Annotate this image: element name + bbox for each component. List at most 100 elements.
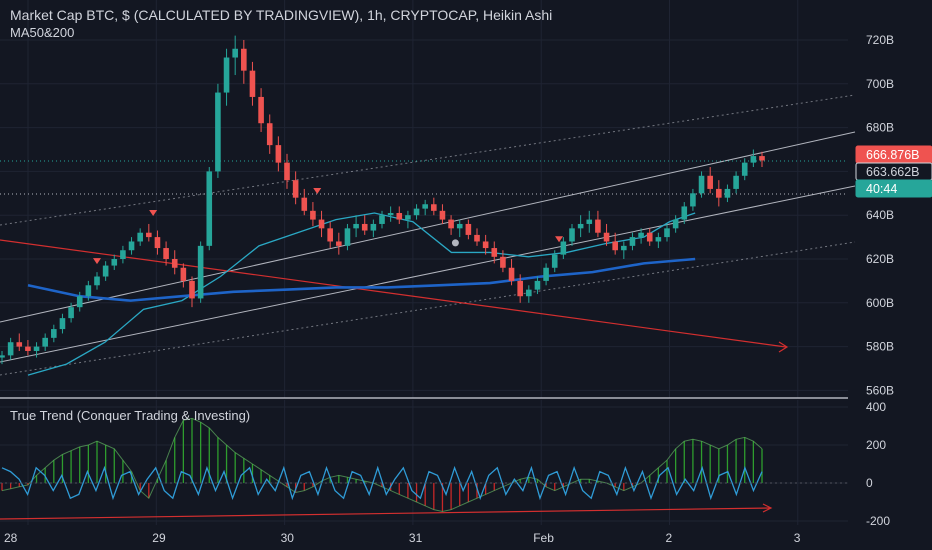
candle-body bbox=[517, 280, 523, 297]
candle-body bbox=[163, 248, 169, 259]
candle-body bbox=[0, 355, 5, 358]
time-tick-label: 31 bbox=[409, 531, 423, 545]
candle-body bbox=[206, 171, 213, 246]
candle-body bbox=[465, 223, 472, 235]
indicator-trendline bbox=[0, 507, 771, 520]
candle-body bbox=[318, 219, 325, 229]
candle-body bbox=[292, 180, 299, 198]
candle-body bbox=[474, 234, 480, 242]
candle-body bbox=[215, 92, 221, 172]
candle-body bbox=[266, 123, 273, 146]
candle-body bbox=[16, 342, 23, 347]
candle-body bbox=[543, 267, 549, 281]
channel-outer-upper bbox=[0, 94, 856, 226]
candle-body bbox=[25, 346, 31, 351]
candle-body bbox=[154, 237, 161, 249]
time-tick-label: Feb bbox=[533, 531, 554, 545]
candle-body bbox=[491, 248, 498, 257]
candle-body bbox=[120, 250, 126, 259]
candle-body bbox=[707, 175, 713, 189]
candle-body bbox=[526, 289, 532, 297]
candle-body bbox=[646, 232, 653, 242]
price-tick-label: 620B bbox=[866, 252, 894, 266]
channel-upper-line bbox=[0, 131, 856, 323]
candle-body bbox=[59, 318, 66, 330]
candle-body bbox=[94, 276, 100, 286]
price-badges: 666.876B 663.662B 40:44 bbox=[855, 145, 932, 198]
candle-body bbox=[560, 241, 567, 255]
trendline-arrow bbox=[778, 341, 789, 353]
candle-body bbox=[733, 175, 739, 189]
candle-body bbox=[595, 219, 601, 233]
sell-marker bbox=[313, 188, 322, 195]
line-ma50 bbox=[27, 212, 696, 376]
candle-body bbox=[336, 241, 342, 246]
indicator-tick-label: 0 bbox=[866, 476, 873, 490]
candle-body bbox=[33, 346, 40, 351]
candle-body bbox=[569, 228, 575, 242]
candle-body bbox=[698, 175, 705, 194]
price-badge-label: 666.876B bbox=[866, 148, 920, 162]
candle-body bbox=[249, 70, 256, 97]
candle-body bbox=[137, 232, 143, 242]
candle-body bbox=[85, 285, 92, 297]
price-badge-label: 40:44 bbox=[866, 182, 897, 196]
line-ma200 bbox=[27, 257, 696, 302]
moving-averages bbox=[27, 212, 696, 376]
price-tick-label: 700B bbox=[866, 77, 894, 91]
candle-body bbox=[7, 342, 14, 356]
candle-body bbox=[396, 213, 403, 220]
indicator-trendline-arrow bbox=[762, 503, 773, 513]
candle-body bbox=[275, 145, 282, 163]
candle-body bbox=[146, 232, 152, 238]
candle-body bbox=[128, 241, 135, 251]
price-tick-label: 640B bbox=[866, 208, 894, 222]
candle-body bbox=[241, 48, 247, 71]
candle-body bbox=[672, 219, 679, 229]
candle-body bbox=[629, 237, 636, 246]
candle-body bbox=[111, 259, 118, 266]
sell-marker bbox=[93, 258, 101, 265]
indicator-tick-label: 400 bbox=[866, 400, 886, 414]
candle-body bbox=[690, 193, 696, 207]
candle-body bbox=[500, 256, 506, 268]
indicator-tick-label: 200 bbox=[866, 438, 886, 452]
candle-body bbox=[344, 228, 351, 246]
candle-body bbox=[223, 57, 230, 93]
candle-body bbox=[577, 223, 584, 229]
candle-body bbox=[664, 228, 670, 238]
price-axis[interactable]: 720B700B680B660B640B620B600B580B560B bbox=[866, 33, 894, 397]
candle-body bbox=[716, 188, 722, 198]
candle-body bbox=[405, 215, 411, 220]
channel-outer-lower bbox=[0, 241, 856, 376]
candle-body bbox=[361, 223, 368, 231]
candle-body bbox=[741, 162, 748, 176]
candle-body bbox=[232, 48, 238, 58]
candles-layer bbox=[0, 35, 765, 365]
candle-body bbox=[413, 208, 420, 216]
ma-legend: MA50&200 bbox=[10, 25, 75, 40]
downtrend-line bbox=[0, 239, 787, 348]
candle-body bbox=[370, 223, 377, 231]
candle-body bbox=[387, 213, 394, 216]
oscillator-line bbox=[1, 465, 763, 501]
candle-body bbox=[508, 267, 515, 281]
signal-markers bbox=[93, 188, 564, 265]
price-tick-label: 560B bbox=[866, 383, 894, 397]
time-axis[interactable]: 28 29 30 31 Feb 2 3 bbox=[4, 531, 801, 545]
candle-body bbox=[327, 228, 333, 242]
candle-body bbox=[456, 223, 463, 229]
time-tick-label: 2 bbox=[666, 531, 673, 545]
price-tick-label: 720B bbox=[866, 33, 894, 47]
candle-body bbox=[258, 96, 264, 124]
time-tick-label: 30 bbox=[281, 531, 295, 545]
candle-body bbox=[301, 197, 308, 211]
candle-body bbox=[724, 188, 731, 198]
candle-body bbox=[310, 210, 316, 220]
candle-body bbox=[51, 329, 57, 338]
indicator-tick-label: -200 bbox=[866, 514, 890, 528]
histogram-envelope bbox=[1, 417, 763, 513]
sell-marker bbox=[555, 236, 564, 243]
